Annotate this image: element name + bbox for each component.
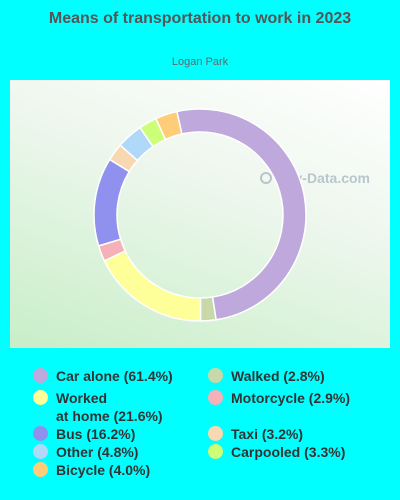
slice-worked-at-home	[103, 249, 202, 322]
chart-subtitle: Logan Park	[171, 56, 229, 68]
legend-label: Motorcycle (2.9%)	[231, 390, 351, 406]
legend-label: Car alone (61.4%)	[56, 368, 173, 384]
legend-other: Other (4.8%)	[33, 443, 138, 461]
legend-swatch	[208, 390, 223, 405]
legend-swatch	[33, 462, 48, 477]
slice-bicycle	[154, 110, 183, 141]
legend-taxi: Taxi (3.2%)	[208, 425, 303, 443]
legend-bicycle: Bicycle (4.0%)	[33, 461, 150, 479]
legend-car-alone: Car alone (61.4%)	[33, 367, 173, 385]
legend-carpooled: Carpooled (3.3%)	[208, 443, 345, 461]
legend-label: Worked at home (21.6%)	[56, 390, 163, 424]
legend-worked-at-home: Worked at home (21.6%)	[33, 389, 163, 425]
legend-swatch	[33, 426, 48, 441]
legend-motorcycle: Motorcycle (2.9%)	[208, 389, 350, 407]
legend-label: Taxi (3.2%)	[231, 426, 304, 442]
legend-swatch	[33, 444, 48, 459]
chart-title: Means of transportation to work in 2023	[48, 10, 352, 27]
legend-swatch	[208, 368, 223, 383]
donut-chart	[93, 108, 307, 322]
legend-walked: Walked (2.8%)	[208, 367, 325, 385]
legend-bus: Bus (16.2%)	[33, 425, 135, 443]
legend-label: Bus (16.2%)	[56, 426, 136, 442]
legend-swatch	[33, 390, 48, 405]
plot-area: City-Data.com	[10, 80, 390, 348]
slice-bus	[93, 158, 131, 247]
slice-car-alone	[175, 108, 307, 321]
legend-label: Other (4.8%)	[56, 444, 139, 460]
legend-label: Bicycle (4.0%)	[56, 462, 151, 478]
magnifier-icon	[259, 172, 272, 184]
legend-label: Carpooled (3.3%)	[231, 444, 346, 460]
slice-walked	[199, 296, 217, 322]
legend-swatch	[33, 368, 48, 383]
legend-label: Walked (2.8%)	[231, 368, 325, 384]
legend-swatch	[208, 426, 223, 441]
legend-swatch	[208, 444, 223, 459]
